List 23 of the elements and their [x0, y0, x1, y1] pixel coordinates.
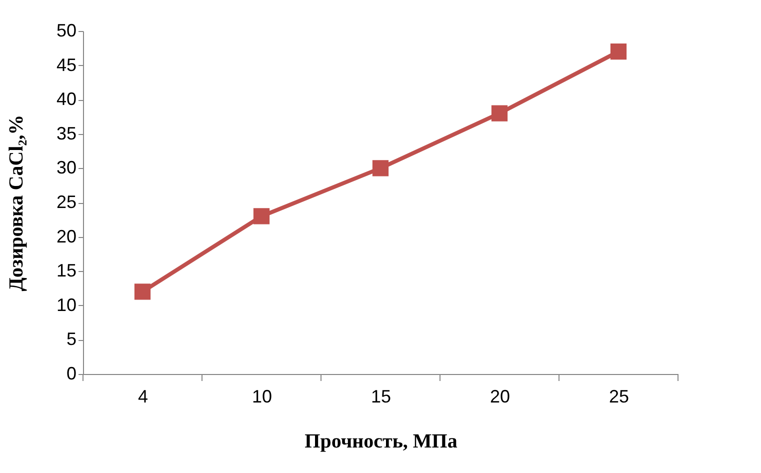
x-tick-label: 25	[608, 386, 630, 406]
x-tick-label: 15	[370, 386, 392, 406]
y-tick-label: 25	[56, 192, 76, 212]
y-tick-label: 30	[56, 158, 76, 178]
point	[491, 105, 508, 122]
point	[610, 44, 627, 60]
point	[372, 160, 389, 176]
x-tick-label: 20	[490, 386, 510, 406]
y-tick-label: 10	[56, 294, 76, 315]
y-tick-label: 50	[56, 20, 76, 40]
y-tick-label: 5	[66, 329, 76, 350]
y-tick-label: 20	[56, 226, 76, 246]
y-tick-label: 40	[56, 89, 76, 110]
x-axis-title: Прочность, МПа	[304, 430, 458, 452]
x-tick-label: 10	[252, 386, 272, 406]
y-tick-label: 15	[56, 260, 76, 281]
y-tick-label: 0	[66, 364, 76, 384]
x-tick-label: 4	[138, 386, 148, 406]
y-tick-label: 35	[56, 123, 76, 144]
y-tick-label: 45	[56, 54, 76, 75]
y-axis-title: Дозировка CaCl₂,%	[5, 114, 28, 292]
point	[253, 208, 270, 224]
point	[134, 284, 151, 300]
